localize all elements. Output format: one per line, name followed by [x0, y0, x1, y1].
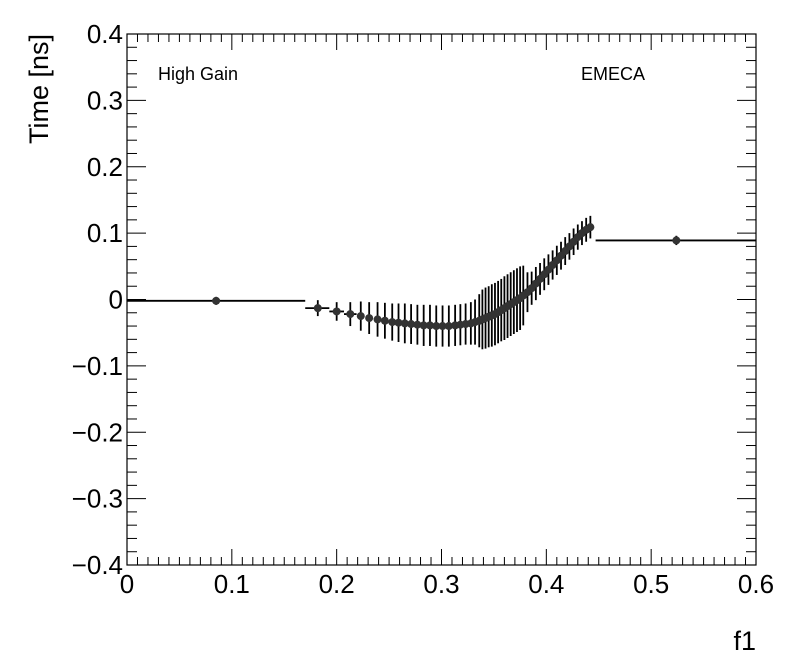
y-tick-label: −0.1	[72, 351, 123, 381]
axis-ticks	[126, 33, 757, 566]
y-tick-label: 0.3	[87, 85, 123, 115]
data-point	[407, 320, 416, 329]
data-point	[346, 310, 355, 319]
data-point	[432, 322, 441, 331]
x-tick-label: 0.3	[423, 569, 459, 599]
data-point	[332, 307, 341, 316]
data-point	[373, 315, 382, 324]
x-tick-label: 0.6	[738, 569, 774, 599]
y-axis-label: Time [ns]	[24, 34, 54, 144]
data-point	[400, 319, 409, 328]
data-point	[444, 322, 453, 331]
data-point	[586, 223, 595, 232]
data-point	[419, 321, 428, 330]
data-point	[672, 236, 681, 245]
y-tick-label: 0	[109, 285, 123, 315]
x-tick-label: 0.1	[214, 569, 250, 599]
y-tick-label: −0.2	[72, 417, 123, 447]
data-point	[394, 318, 403, 327]
data-point	[438, 322, 447, 331]
y-tick-label: −0.4	[72, 550, 123, 580]
y-tick-label: 0.1	[87, 218, 123, 248]
x-tick-label: 0.2	[319, 569, 355, 599]
plot-frame	[126, 33, 757, 566]
x-tick-label: 0.4	[528, 569, 564, 599]
x-tick-label: 0	[120, 569, 134, 599]
data-point	[212, 296, 221, 305]
data-point	[380, 316, 389, 325]
annotation-emeca: EMECA	[581, 64, 645, 84]
data-point	[425, 321, 434, 330]
data-point	[313, 304, 322, 313]
data-point	[388, 318, 397, 327]
data-point	[413, 320, 422, 329]
x-tick-label: 0.5	[633, 569, 669, 599]
data-points	[212, 223, 681, 331]
y-tick-label: −0.3	[72, 484, 123, 514]
y-tick-label: 0.4	[87, 19, 123, 49]
data-point	[356, 312, 365, 321]
annotation-high-gain: High Gain	[158, 64, 238, 84]
data-point	[365, 314, 374, 323]
y-tick-label: 0.2	[87, 152, 123, 182]
x-axis-label: f1	[733, 626, 756, 656]
tick-labels: 0 0.1 0.2 0.3 0.4 0.5 0.6 −0.4 −0.3 −0.2 −0.1 0 0.1 0…	[72, 19, 774, 599]
